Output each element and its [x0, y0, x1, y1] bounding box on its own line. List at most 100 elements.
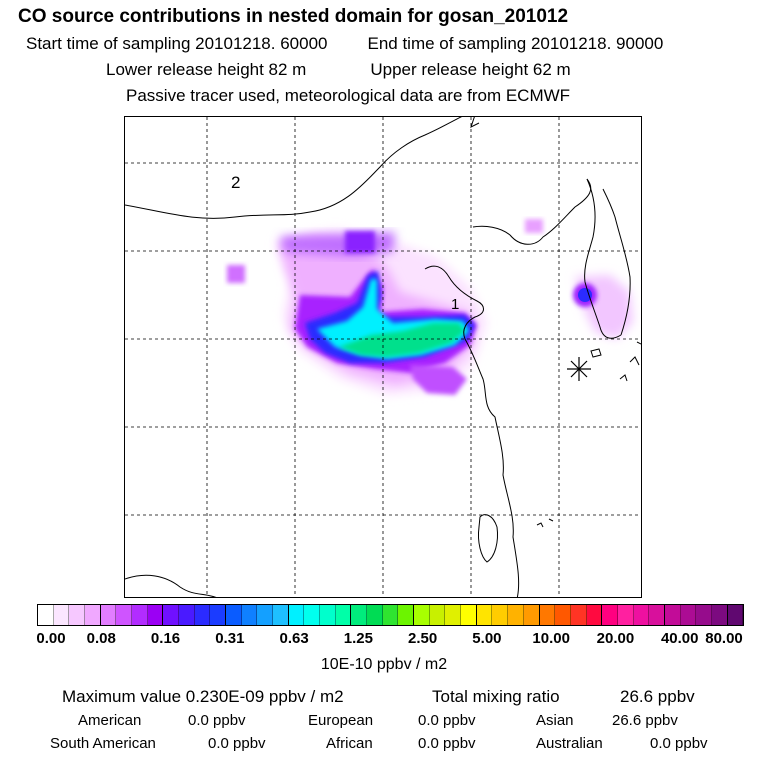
jeju — [590, 348, 602, 358]
total-mixing-value: 26.6 ppbv — [620, 687, 695, 706]
colorbar-tick-label: 1.25 — [343, 630, 373, 647]
colorbar-cell — [492, 605, 509, 625]
colorbar-cell — [382, 605, 399, 625]
colorbar-cell — [602, 605, 618, 625]
map-grid — [125, 117, 641, 597]
african-label: African — [326, 735, 373, 752]
border-north — [125, 117, 462, 219]
colorbar-cell — [586, 605, 603, 625]
american-value: 0.0 ppbv — [188, 712, 246, 729]
coast-east — [464, 338, 520, 597]
colorbar-cell — [367, 605, 383, 625]
region-label-2: 2 — [231, 173, 240, 192]
sampling-times: Start time of sampling 20101218. 60000 En… — [26, 34, 663, 54]
coast-shandong — [424, 265, 484, 340]
colorbar-cell — [147, 605, 164, 625]
asian-label: Asian — [536, 712, 574, 729]
coast-bohai — [472, 178, 592, 245]
colorbar-cell — [85, 605, 101, 625]
colorbar-cell — [320, 605, 336, 625]
south-american-value: 0.0 ppbv — [208, 735, 266, 752]
border-north-east — [470, 117, 480, 128]
japan-isles — [619, 341, 641, 382]
colorbar — [37, 604, 744, 626]
european-label: European — [308, 712, 374, 729]
max-value-label: Maximum value 0.230E-09 ppbv / m2 — [62, 687, 344, 706]
colorbar-cell — [445, 605, 462, 625]
american-label: American — [78, 712, 142, 729]
colorbar-cell — [414, 605, 430, 625]
end-time-label: End time of sampling 20101218. 90000 — [367, 34, 664, 53]
colorbar-cell — [555, 605, 571, 625]
korea-west — [584, 178, 622, 339]
colorbar-cell — [508, 605, 524, 625]
plume-south — [410, 365, 467, 395]
region-label-1: 1 — [451, 296, 459, 313]
colorbar-cell — [398, 605, 415, 625]
lower-release-label: Lower release height 82 m — [106, 60, 307, 79]
small-isles — [536, 518, 554, 528]
colorbar-cell — [617, 605, 634, 625]
african-value: 0.0 ppbv — [418, 735, 476, 752]
release-heights: Lower release height 82 m Upper release h… — [106, 60, 571, 80]
colorbar-cell — [680, 605, 697, 625]
colorbar-cell — [179, 605, 195, 625]
taiwan — [478, 514, 498, 563]
colorbar-cell — [649, 605, 665, 625]
colorbar-cell — [163, 605, 180, 625]
receptor-star-marker — [567, 357, 591, 381]
tracer-note: Passive tracer used, meteorological data… — [126, 86, 571, 105]
colorbar-cell — [257, 605, 274, 625]
colorbar-cell — [53, 605, 70, 625]
european-value: 0.0 ppbv — [418, 712, 476, 729]
australian-value: 0.0 ppbv — [650, 735, 708, 752]
colorbar-cell — [241, 605, 258, 625]
colorbar-tick-label: 5.00 — [472, 630, 502, 647]
south-coast — [125, 574, 217, 597]
colorbar-tick-label: 80.00 — [705, 630, 743, 647]
map-panel: 2 1 — [124, 116, 642, 598]
plume-west-patch — [227, 265, 245, 283]
colorbar-tick-label: 0.16 — [150, 630, 181, 647]
colorbar-cell — [273, 605, 289, 625]
colorbar-tick-label: 0.08 — [86, 630, 116, 647]
south-american-label: South American — [50, 735, 156, 752]
colorbar-tick-label: 40.00 — [660, 630, 699, 647]
colorbar-cell — [696, 605, 712, 625]
colorbar-tick-label: 0.31 — [215, 630, 245, 647]
colorbar-cell — [116, 605, 133, 625]
colorbar-cell — [351, 605, 368, 625]
australian-label: Australian — [536, 735, 603, 752]
start-time-label: Start time of sampling 20101218. 60000 — [26, 34, 328, 53]
colorbar-cell — [132, 605, 148, 625]
colorbar-cell — [523, 605, 540, 625]
colorbar-cell — [539, 605, 556, 625]
colorbar-cell — [210, 605, 227, 625]
colorbar-tick-label: 0.63 — [279, 630, 309, 647]
colorbar-cell — [100, 605, 117, 625]
colorbar-cell — [727, 605, 744, 625]
asian-value: 26.6 ppbv — [612, 712, 678, 729]
plot-title: CO source contributions in nested domain… — [18, 6, 569, 27]
colorbar-cell — [711, 605, 728, 625]
colorbar-cell — [664, 605, 681, 625]
coastlines — [125, 117, 641, 597]
colorbar-unit: 10E-10 ppbv / m2 — [320, 656, 448, 673]
colorbar-cell — [304, 605, 321, 625]
plume-green — [339, 323, 465, 357]
colorbar-cell — [335, 605, 352, 625]
colorbar-cell — [226, 605, 242, 625]
colorbar-cell — [570, 605, 587, 625]
colorbar-tick-label: 10.00 — [532, 630, 570, 647]
plume-north-patch — [345, 231, 375, 253]
colorbar-tick-label: 0.00 — [36, 630, 66, 647]
colorbar-cell — [288, 605, 305, 625]
colorbar-cell — [38, 605, 54, 625]
colorbar-tick-label: 2.50 — [408, 630, 438, 647]
plume-east-patch — [525, 219, 543, 233]
total-mixing-label: Total mixing ratio — [432, 687, 560, 706]
upper-release-label: Upper release height 62 m — [370, 60, 571, 79]
colorbar-cell — [194, 605, 211, 625]
korea-east — [602, 188, 631, 336]
seoul-hotspot-inner — [578, 288, 592, 302]
